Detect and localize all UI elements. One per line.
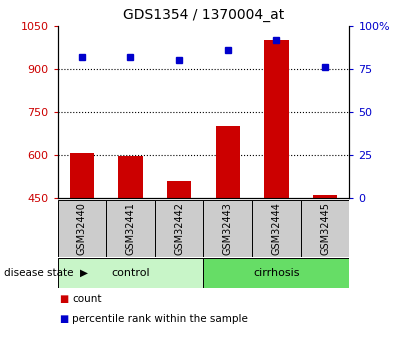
Text: GSM32444: GSM32444 [271, 202, 282, 255]
Text: control: control [111, 268, 150, 278]
Bar [167, 181, 191, 198]
Text: ■: ■ [60, 294, 69, 304]
Bar [118, 156, 143, 198]
Bar [216, 126, 240, 198]
Bar [58, 200, 106, 257]
Bar [58, 258, 203, 288]
Bar [313, 195, 337, 198]
Text: GSM32440: GSM32440 [77, 202, 87, 255]
Title: GDS1354 / 1370004_at: GDS1354 / 1370004_at [123, 8, 284, 22]
Text: GSM32441: GSM32441 [125, 202, 136, 255]
Text: GSM32443: GSM32443 [223, 202, 233, 255]
Text: GSM32445: GSM32445 [320, 202, 330, 255]
Bar [252, 200, 301, 257]
Text: cirrhosis: cirrhosis [253, 268, 300, 278]
Text: percentile rank within the sample: percentile rank within the sample [72, 314, 248, 324]
Text: count: count [72, 294, 102, 304]
Bar [70, 153, 94, 198]
Bar [106, 200, 155, 257]
Bar [264, 40, 289, 198]
Bar [301, 200, 349, 257]
Text: GSM32442: GSM32442 [174, 202, 184, 255]
Bar [155, 200, 203, 257]
Bar [203, 200, 252, 257]
Bar [203, 258, 349, 288]
Text: ■: ■ [60, 314, 69, 324]
Text: disease state  ▶: disease state ▶ [4, 268, 88, 278]
